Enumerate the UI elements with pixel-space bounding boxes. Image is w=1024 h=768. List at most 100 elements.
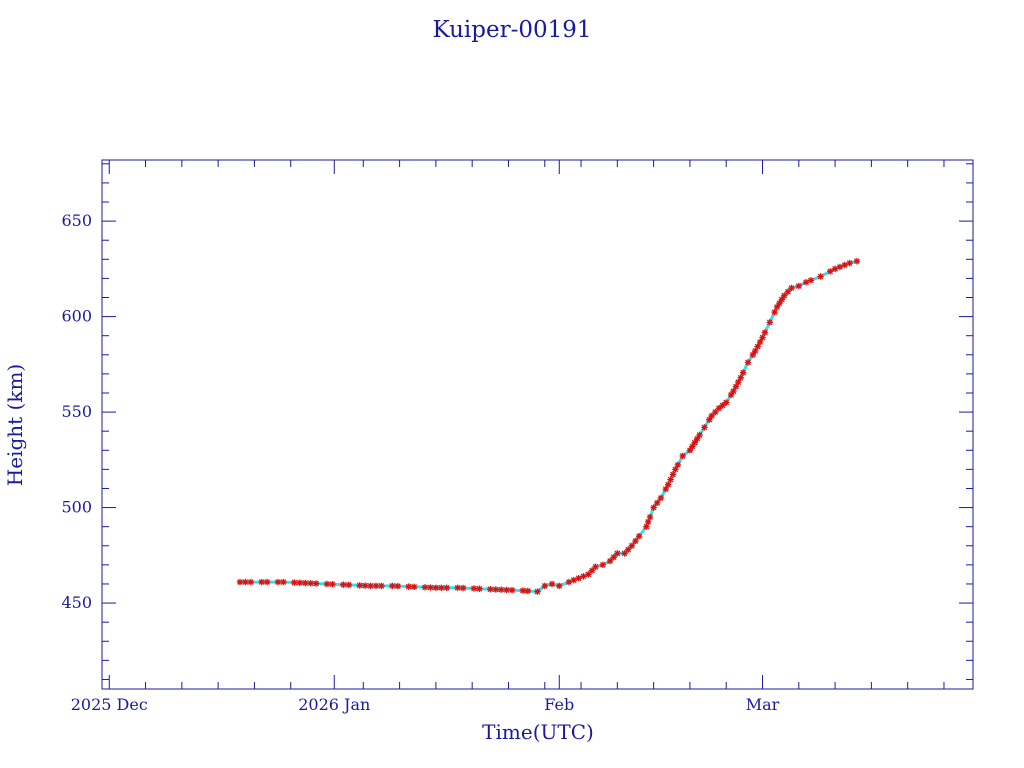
data-point xyxy=(236,578,244,586)
data-marker-fill xyxy=(274,578,282,586)
data-point xyxy=(781,292,788,299)
data-marker-fill xyxy=(771,308,778,316)
data-point xyxy=(686,447,694,454)
series-line-layer xyxy=(239,259,858,594)
data-point xyxy=(367,582,374,590)
data-point xyxy=(846,259,853,267)
data-point xyxy=(759,334,766,341)
data-marker-fill xyxy=(646,513,654,521)
data-marker-fill xyxy=(427,584,434,591)
data-marker-fill xyxy=(312,580,320,587)
data-point xyxy=(831,265,839,273)
data-marker-fill xyxy=(438,584,445,591)
data-marker-fill xyxy=(508,586,516,594)
data-point xyxy=(614,550,621,557)
data-point xyxy=(570,576,577,584)
data-point xyxy=(606,557,614,565)
x-tick-label: Mar xyxy=(746,695,780,714)
data-marker-fill xyxy=(329,581,336,588)
y-tick-label: 600 xyxy=(61,307,92,326)
series-line xyxy=(239,259,858,594)
x-tick-label: Feb xyxy=(544,695,574,714)
data-marker-fill xyxy=(807,277,815,284)
y-tick-label: 650 xyxy=(61,211,92,230)
data-point xyxy=(432,584,440,591)
data-markers xyxy=(236,258,861,595)
data-marker-fill xyxy=(487,586,494,593)
data-marker-fill xyxy=(756,338,764,346)
plot-frame xyxy=(101,159,974,690)
data-point xyxy=(345,581,352,589)
data-point xyxy=(258,578,265,586)
data-point xyxy=(701,424,708,431)
data-point xyxy=(708,412,715,420)
data-point xyxy=(302,579,309,587)
data-marker-fill xyxy=(459,584,467,592)
data-point xyxy=(853,258,861,265)
x-tick-label: 2025 Dec xyxy=(71,695,148,714)
data-point xyxy=(410,583,418,591)
data-marker-fill xyxy=(667,476,674,483)
data-marker-fill xyxy=(727,391,735,399)
data-marker-fill xyxy=(405,583,412,590)
data-point xyxy=(817,273,824,280)
y-axis-label: Height (km) xyxy=(3,364,27,486)
data-point xyxy=(454,584,461,591)
x-axis-label: Time(UTC) xyxy=(482,720,594,744)
data-marker-fill xyxy=(361,582,369,589)
data-marker-fill xyxy=(492,586,499,593)
data-point xyxy=(498,586,505,593)
data-marker-fill xyxy=(691,439,698,446)
data-point xyxy=(592,563,599,570)
data-point xyxy=(802,279,810,286)
data-marker-fill xyxy=(470,585,478,592)
y-tick-label: 550 xyxy=(61,402,92,421)
data-point xyxy=(548,580,556,588)
data-marker-fill xyxy=(247,578,254,586)
data-marker-fill xyxy=(378,582,385,590)
data-marker-fill xyxy=(307,580,314,587)
data-point xyxy=(737,374,744,381)
data-point xyxy=(635,533,643,540)
data-marker-fill xyxy=(263,578,271,586)
data-point xyxy=(788,284,795,292)
data-marker-fill xyxy=(356,582,363,589)
data-marker-fill xyxy=(662,485,669,493)
data-point xyxy=(679,452,686,460)
data-point xyxy=(664,481,672,488)
data-marker-fill xyxy=(394,582,401,590)
data-point xyxy=(534,588,541,595)
data-point xyxy=(766,319,773,326)
data-marker-fill xyxy=(421,584,429,591)
data-marker-fill xyxy=(503,586,510,594)
data-marker-fill xyxy=(372,582,380,590)
data-marker-fill xyxy=(761,329,769,336)
y-tick-label: 500 xyxy=(61,498,92,517)
data-point xyxy=(744,359,752,366)
y-tick-label: 450 xyxy=(61,593,92,612)
data-point xyxy=(672,466,679,473)
data-point xyxy=(723,399,730,406)
data-point xyxy=(585,571,592,578)
data-marker-fill xyxy=(827,268,834,275)
data-point xyxy=(752,347,759,355)
data-point xyxy=(476,585,483,592)
data-marker-fill xyxy=(632,537,639,545)
data-marker-fill xyxy=(654,499,661,506)
data-point xyxy=(519,587,527,594)
data-point xyxy=(650,504,657,511)
data-point xyxy=(556,582,563,590)
data-marker-fill xyxy=(296,579,303,586)
data-marker-fill xyxy=(580,573,587,580)
data-point xyxy=(643,523,650,530)
data-marker-fill xyxy=(242,578,249,586)
data-point xyxy=(693,435,701,443)
data-marker-fill xyxy=(443,584,450,591)
chart-title: Kuiper-00191 xyxy=(432,17,591,43)
data-point xyxy=(773,303,781,311)
data-marker-fill xyxy=(291,579,298,586)
data-point xyxy=(389,582,396,590)
data-point xyxy=(715,405,723,412)
